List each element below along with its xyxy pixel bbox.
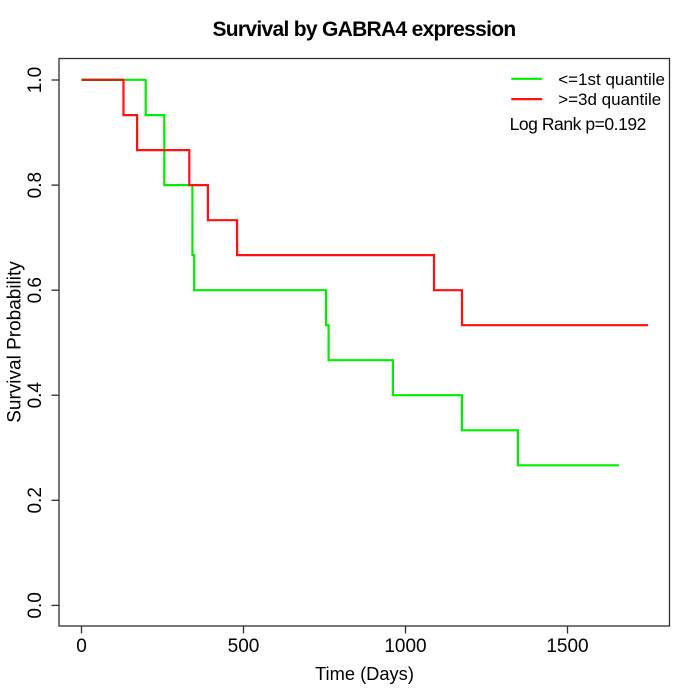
svg-text:1500: 1500 bbox=[546, 636, 588, 657]
svg-text:>=3d quantile: >=3d quantile bbox=[558, 90, 661, 109]
svg-text:0.6: 0.6 bbox=[25, 277, 46, 303]
svg-text:Log Rank p=0.192: Log Rank p=0.192 bbox=[510, 114, 646, 134]
svg-text:1.0: 1.0 bbox=[25, 67, 46, 93]
svg-text:0.4: 0.4 bbox=[25, 382, 46, 409]
svg-text:Time (Days): Time (Days) bbox=[315, 663, 414, 684]
svg-text:Survival by GABRA4 expression: Survival by GABRA4 expression bbox=[213, 18, 516, 41]
svg-text:0.8: 0.8 bbox=[25, 172, 46, 198]
svg-text:Survival Probability: Survival Probability bbox=[5, 261, 26, 423]
svg-text:<=1st quantile: <=1st quantile bbox=[558, 70, 665, 89]
svg-text:0.2: 0.2 bbox=[25, 487, 46, 513]
svg-text:0: 0 bbox=[76, 636, 87, 657]
svg-text:0.0: 0.0 bbox=[25, 592, 46, 618]
svg-text:1000: 1000 bbox=[384, 636, 426, 657]
svg-text:500: 500 bbox=[228, 636, 260, 657]
